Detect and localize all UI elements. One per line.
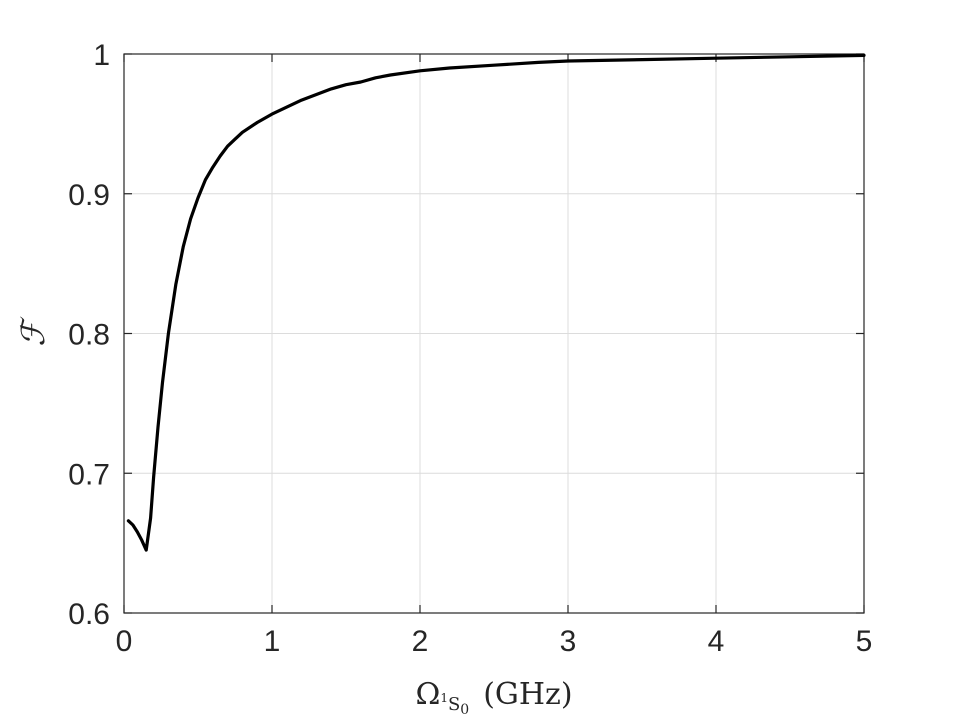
x-tick-label: 1 [264,625,281,658]
x-axis-symbol: Ω [415,677,440,712]
y-tick-label: 0.6 [68,598,110,631]
x-axis-sub-pre: 1 [440,691,448,705]
grid-horizontal [124,193,864,474]
y-axis-title: ℱ [14,316,52,347]
y-tick-label: 0.9 [68,179,110,212]
y-tick-label: 0.8 [68,319,110,352]
x-tick-label: 2 [412,625,429,658]
x-axis-title: Ω1S0 (GHz) [415,677,572,716]
y-tick-label: 0.7 [68,458,110,491]
x-axis-unit: (GHz) [483,677,572,712]
y-tick-labels: 0.6 0.7 0.8 0.9 1 [68,39,110,631]
x-axis-sub-post: 0 [460,702,469,716]
x-tick-labels: 0 1 2 3 4 5 [116,625,873,658]
series-group [126,53,866,552]
x-tick-label: 0 [116,625,133,658]
series-line [126,53,866,552]
x-tick-label: 3 [560,625,577,658]
x-tick-label: 4 [708,625,725,658]
y-tick-label: 1 [93,39,110,72]
tick-marks [123,53,865,614]
x-axis-sub: S [448,694,460,715]
x-tick-label: 5 [856,625,873,658]
